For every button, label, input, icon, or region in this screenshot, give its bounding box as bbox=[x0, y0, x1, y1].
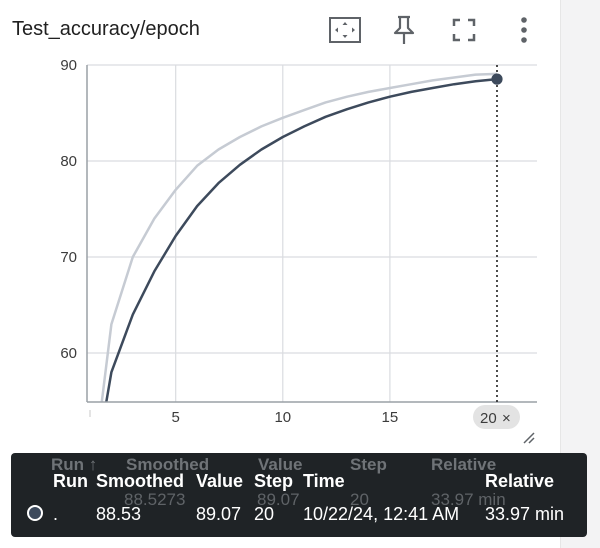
ghost-header-value: Value bbox=[258, 455, 303, 474]
ghost-value-value: 89.07 bbox=[257, 490, 300, 509]
y-tick-label: 90 bbox=[60, 60, 77, 74]
cell-relative: 33.97 min bbox=[485, 504, 565, 524]
fit-domain-icon bbox=[329, 17, 361, 43]
series-0-line bbox=[100, 72, 498, 402]
y-tick-label: 60 bbox=[60, 345, 77, 362]
hover-point-marker bbox=[491, 73, 503, 85]
x-cursor-chip[interactable]: 20 × bbox=[473, 405, 520, 429]
header-value: Value bbox=[196, 471, 244, 491]
header-step: Step bbox=[254, 471, 294, 491]
fit-domain-button[interactable] bbox=[327, 12, 363, 48]
header-run: Run bbox=[53, 471, 88, 491]
more-vert-icon bbox=[521, 17, 527, 43]
header-time: Time bbox=[303, 471, 345, 491]
run-color-dot bbox=[27, 505, 43, 521]
ghost-header-smoothed: Smoothed bbox=[126, 455, 210, 474]
header-relative: Relative bbox=[485, 471, 555, 491]
ghost-value-smoothed: 88.5273 bbox=[124, 490, 186, 509]
ghost-value-step: 20 bbox=[350, 490, 369, 509]
resize-handle-icon[interactable] bbox=[523, 432, 535, 444]
ghost-header-run: Run ↑ bbox=[51, 455, 98, 474]
fullscreen-icon bbox=[452, 18, 476, 42]
line-chart[interactable]: 90 80 70 60 5 10 15 20 × bbox=[0, 60, 560, 455]
pin-icon bbox=[393, 15, 415, 44]
hover-tooltip: Run ↑ Smoothed Value Step Relative 88.52… bbox=[11, 453, 587, 537]
header-smoothed: Smoothed bbox=[96, 471, 184, 491]
cell-time: 10/22/24, 12:41 AM bbox=[303, 504, 460, 524]
close-icon[interactable]: × bbox=[502, 410, 511, 427]
chart-title: Test_accuracy/epoch bbox=[12, 18, 200, 40]
ghost-value-relative: 33.97 min bbox=[431, 490, 506, 509]
x-tick-label: 10 bbox=[274, 409, 291, 426]
ghost-header-relative: Relative bbox=[431, 455, 497, 474]
y-tick-label: 80 bbox=[60, 153, 77, 170]
y-tick-label: 70 bbox=[60, 249, 77, 266]
x-tick-label: 15 bbox=[382, 409, 399, 426]
more-options-button[interactable] bbox=[506, 12, 542, 48]
series-1-line bbox=[105, 77, 498, 402]
fullscreen-button[interactable] bbox=[446, 12, 482, 48]
x-cursor-label: 20 bbox=[480, 410, 497, 427]
x-cursor-chip-bg bbox=[473, 405, 520, 429]
ghost-header-step: Step bbox=[350, 455, 387, 474]
cell-value: 89.07 bbox=[196, 504, 242, 524]
cell-step: 20 bbox=[254, 504, 275, 524]
cell-smoothed: 88.53 bbox=[96, 504, 142, 524]
pin-button[interactable] bbox=[386, 12, 422, 48]
cell-run: . bbox=[53, 504, 59, 524]
x-tick-label: 5 bbox=[172, 409, 180, 426]
